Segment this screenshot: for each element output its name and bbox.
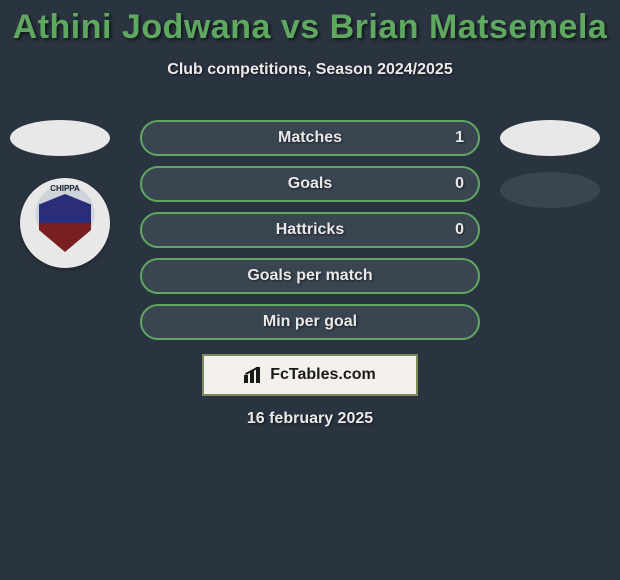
bar-chart-icon bbox=[244, 367, 264, 383]
snapshot-date: 16 february 2025 bbox=[0, 410, 620, 428]
stat-label: Min per goal bbox=[263, 313, 357, 331]
stat-value-right: 0 bbox=[455, 221, 464, 239]
stat-row-matches: Matches 1 bbox=[140, 120, 480, 156]
club-left-badge bbox=[20, 178, 110, 268]
stats-container: Matches 1 Goals 0 Hattricks 0 Goals per … bbox=[140, 120, 480, 350]
stat-row-hattricks: Hattricks 0 bbox=[140, 212, 480, 248]
stat-label: Hattricks bbox=[276, 221, 344, 239]
stat-row-goals-per-match: Goals per match bbox=[140, 258, 480, 294]
stat-value-right: 0 bbox=[455, 175, 464, 193]
stat-label: Goals per match bbox=[247, 267, 372, 285]
player-right-badge-placeholder bbox=[500, 120, 600, 156]
brand-badge[interactable]: FcTables.com bbox=[202, 354, 418, 396]
stat-label: Matches bbox=[278, 129, 342, 147]
brand-text: FcTables.com bbox=[270, 366, 376, 384]
stat-row-min-per-goal: Min per goal bbox=[140, 304, 480, 340]
stat-value-right: 1 bbox=[455, 129, 464, 147]
page-title: Athini Jodwana vs Brian Matsemela bbox=[0, 0, 620, 47]
page-subtitle: Club competitions, Season 2024/2025 bbox=[0, 61, 620, 79]
stat-label: Goals bbox=[288, 175, 332, 193]
club-right-badge-placeholder bbox=[500, 172, 600, 208]
stat-row-goals: Goals 0 bbox=[140, 166, 480, 202]
player-left-badge-placeholder bbox=[10, 120, 110, 156]
